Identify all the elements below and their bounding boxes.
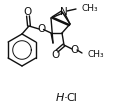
Text: H: H [56, 93, 64, 103]
Text: O: O [37, 24, 45, 33]
Text: Cl: Cl [67, 93, 77, 103]
Text: N: N [60, 7, 68, 17]
Text: O: O [24, 7, 32, 17]
Text: CH₃: CH₃ [87, 50, 104, 59]
Text: ·: · [64, 92, 68, 105]
Text: O: O [70, 45, 79, 54]
Text: CH₃: CH₃ [81, 4, 98, 13]
Text: O: O [52, 50, 60, 60]
